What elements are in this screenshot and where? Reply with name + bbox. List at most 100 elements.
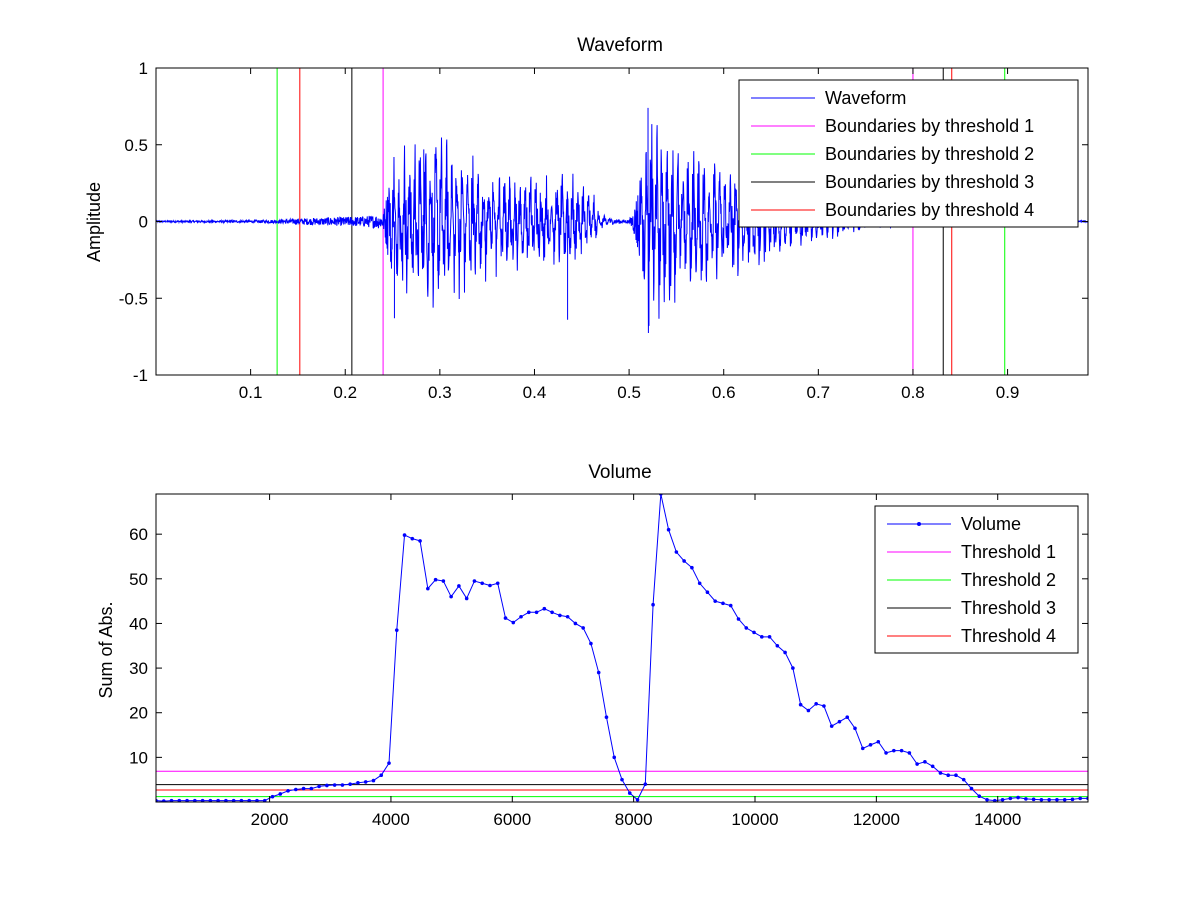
volume-point bbox=[379, 773, 384, 778]
waveform-xtick-label: 0.1 bbox=[239, 383, 263, 402]
volume-point bbox=[177, 798, 182, 802]
waveform-ytick-label: 0 bbox=[139, 213, 148, 232]
volume-point bbox=[527, 610, 531, 615]
volume-title: Volume bbox=[588, 462, 651, 483]
volume-point bbox=[767, 635, 772, 639]
volume-point bbox=[993, 798, 997, 802]
volume-point bbox=[643, 782, 648, 786]
volume-point bbox=[705, 590, 710, 594]
volume-point bbox=[550, 610, 554, 615]
volume-point bbox=[1078, 796, 1083, 801]
volume-point bbox=[666, 527, 671, 532]
volume-point bbox=[581, 626, 585, 630]
volume-point bbox=[853, 726, 857, 731]
volume-point bbox=[946, 773, 950, 778]
volume-point bbox=[651, 602, 655, 607]
volume-point bbox=[728, 603, 733, 608]
waveform-series bbox=[156, 107, 1088, 333]
volume-point bbox=[441, 579, 446, 583]
volume-point bbox=[1039, 797, 1044, 802]
volume-point bbox=[938, 771, 943, 775]
volume-point bbox=[371, 778, 376, 783]
waveform-ytick-label: -0.5 bbox=[119, 289, 148, 308]
legend-label-volume: Volume bbox=[961, 514, 1021, 534]
volume-ytick-label: 30 bbox=[129, 659, 148, 678]
legend-label-threshold-1: Threshold 1 bbox=[961, 542, 1056, 562]
volume-ytick-label: 60 bbox=[129, 525, 148, 544]
volume-point bbox=[923, 760, 927, 764]
volume-point bbox=[161, 799, 166, 802]
waveform-ytick-label: -1 bbox=[133, 366, 148, 385]
volume-point bbox=[200, 798, 205, 802]
volume-point bbox=[216, 798, 220, 802]
volume-legend: Volume Threshold 1 Threshold 2 Threshold 3 T… bbox=[874, 505, 1079, 654]
waveform-ticks: 0.1 0.2 0.3 0.4 0.5 0.6 0.7 0.8 0.9 -1 -0.5 0 0.5 1 bbox=[119, 59, 1088, 402]
volume-point bbox=[915, 762, 919, 766]
waveform-xtick-label: 0.8 bbox=[901, 383, 925, 402]
volume-point bbox=[457, 584, 461, 588]
volume-point bbox=[985, 797, 989, 802]
volume-point bbox=[519, 614, 523, 619]
volume-point bbox=[472, 579, 477, 583]
waveform-xtick-label: 0.2 bbox=[333, 383, 357, 402]
volume-ytick-label: 40 bbox=[129, 614, 148, 633]
waveform-xtick-label: 0.6 bbox=[712, 383, 736, 402]
volume-point bbox=[495, 581, 500, 586]
volume-point bbox=[262, 798, 267, 802]
volume-point bbox=[402, 533, 407, 537]
volume-point bbox=[534, 610, 539, 615]
waveform-xtick-label: 0.3 bbox=[428, 383, 452, 402]
volume-point bbox=[340, 783, 345, 787]
waveform-y-axis-label: Amplitude bbox=[84, 182, 104, 262]
volume-point bbox=[806, 708, 811, 713]
volume-point bbox=[837, 719, 842, 724]
volume-point bbox=[892, 748, 896, 753]
volume-point bbox=[868, 743, 873, 747]
volume-point bbox=[635, 797, 640, 802]
volume-point bbox=[760, 635, 764, 639]
volume-point bbox=[247, 798, 251, 802]
volume-point bbox=[464, 596, 469, 601]
volume-point bbox=[348, 782, 352, 786]
volume-point bbox=[1070, 797, 1075, 802]
volume-series bbox=[156, 494, 1088, 802]
volume-point bbox=[558, 613, 562, 618]
volume-xtick-label: 8000 bbox=[615, 810, 653, 829]
waveform-axes-frame bbox=[155, 67, 1089, 376]
volume-point bbox=[899, 748, 904, 753]
legend-label-boundaries-by-threshold-3: Boundaries by threshold 3 bbox=[825, 172, 1034, 192]
volume-point bbox=[775, 643, 780, 648]
waveform-axes: Waveform Amplitude 0.1 0.2 0.3 0.4 0.5 0.6 0.7… bbox=[84, 35, 1089, 402]
volume-point bbox=[325, 783, 329, 788]
waveform-xtick-label: 0.5 bbox=[617, 383, 641, 402]
volume-point bbox=[239, 798, 244, 802]
volume-point bbox=[822, 704, 826, 708]
volume-point bbox=[270, 794, 275, 799]
volume-point bbox=[860, 746, 865, 751]
volume-point bbox=[511, 620, 516, 625]
volume-point bbox=[208, 798, 213, 802]
volume-point bbox=[573, 621, 578, 626]
volume-point bbox=[690, 565, 694, 570]
volume-point bbox=[542, 606, 547, 611]
waveform-legend: Waveform Boundaries by threshold 1 Boundar… bbox=[738, 79, 1079, 228]
volume-point bbox=[1031, 797, 1036, 802]
volume-point bbox=[791, 666, 795, 670]
volume-point bbox=[589, 641, 593, 646]
legend-label-boundaries-by-threshold-2: Boundaries by threshold 2 bbox=[825, 144, 1034, 164]
volume-point bbox=[317, 784, 321, 789]
legend-label-threshold-2: Threshold 2 bbox=[961, 570, 1056, 590]
volume-point bbox=[977, 794, 982, 798]
waveform-ytick-label: 1 bbox=[139, 59, 148, 78]
volume-point bbox=[604, 715, 609, 719]
volume-point bbox=[193, 798, 197, 802]
volume-point bbox=[1047, 797, 1051, 802]
volume-point bbox=[278, 792, 283, 796]
volume-axes: Volume Sum of Abs. 2000 4000 6000 8000 10000… bbox=[96, 462, 1089, 829]
volume-point bbox=[418, 539, 422, 543]
waveform-ytick-label: 0.5 bbox=[124, 136, 148, 155]
volume-point bbox=[449, 594, 453, 599]
volume-point bbox=[674, 550, 679, 554]
volume-point bbox=[1016, 795, 1020, 800]
